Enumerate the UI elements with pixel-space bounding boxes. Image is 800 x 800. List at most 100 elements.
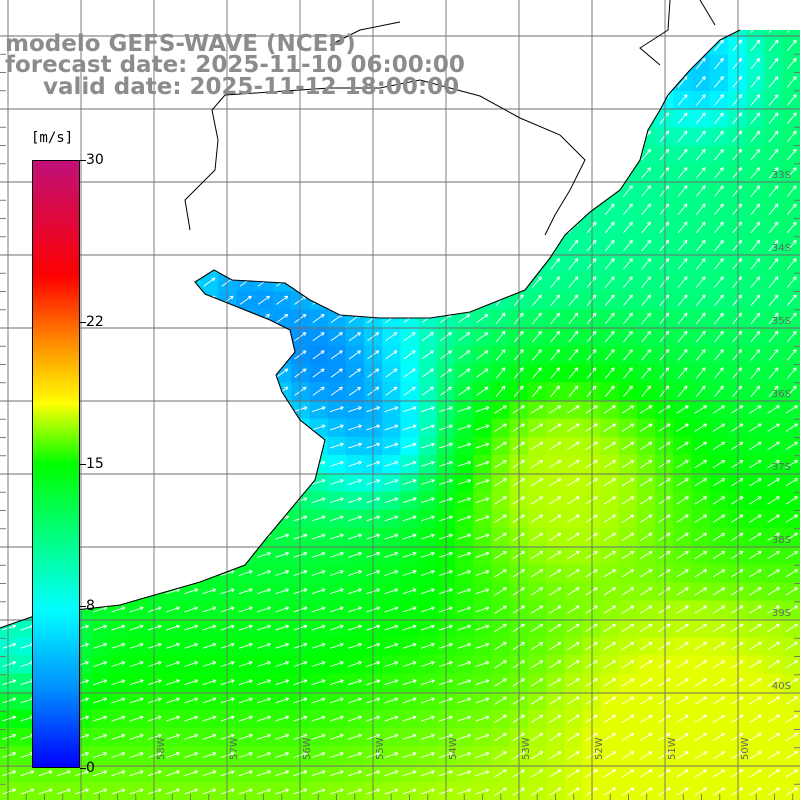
wind-arrow	[530, 787, 544, 796]
wind-arrow	[329, 588, 344, 595]
wind-arrow	[238, 642, 253, 649]
wind-arrow	[604, 330, 615, 343]
wind-arrow	[567, 623, 580, 632]
wind-arrow	[623, 221, 633, 234]
wind-arrow	[329, 697, 344, 704]
wind-arrow	[329, 661, 344, 667]
wind-arrow	[348, 442, 362, 449]
wind-arrow	[676, 496, 689, 505]
wind-arrow	[586, 367, 597, 379]
wind-arrow	[385, 368, 398, 378]
wind-arrow	[457, 515, 472, 522]
wind-arrow	[457, 406, 472, 413]
border-line	[184, 0, 716, 236]
wind-arrow	[641, 167, 652, 179]
wind-arrow	[494, 623, 507, 632]
colorbar-tick-label: 30	[86, 152, 104, 168]
wind-arrow	[750, 221, 761, 234]
wind-arrow	[475, 606, 490, 613]
wind-arrow	[421, 350, 434, 360]
wind-arrow	[786, 130, 797, 143]
wind-arrow	[420, 533, 435, 540]
wind-arrow	[548, 405, 562, 414]
wind-arrow	[202, 788, 217, 795]
wind-arrow	[476, 386, 489, 396]
wind-arrow	[348, 515, 362, 522]
wind-arrow	[695, 112, 706, 124]
wind-arrow	[768, 349, 779, 361]
wind-arrow	[238, 661, 253, 667]
wind-arrow	[641, 276, 652, 288]
wind-arrow	[714, 185, 724, 197]
wind-arrow	[147, 606, 162, 613]
wind-arrow	[621, 660, 635, 669]
wind-arrow	[20, 788, 35, 795]
wind-arrow	[494, 587, 507, 596]
wind-arrow	[785, 569, 798, 578]
wind-arrow	[166, 606, 180, 613]
wind-arrow	[457, 479, 472, 485]
wind-arrow	[329, 442, 344, 449]
wind-arrow	[712, 514, 726, 523]
wind-arrow	[676, 405, 689, 414]
wind-arrow	[658, 478, 671, 487]
wind-arrow	[639, 714, 653, 723]
wind-arrow	[475, 661, 490, 667]
wind-arrow	[604, 312, 615, 325]
wind-arrow	[750, 30, 761, 33]
wind-arrow	[767, 696, 780, 705]
wind-arrow	[750, 39, 761, 52]
wind-arrow	[730, 478, 744, 487]
model-title: modelo GEFS-WAVE (NCEP)	[5, 31, 356, 57]
wind-arrow	[767, 459, 780, 469]
wind-arrow	[203, 277, 216, 287]
wind-arrow	[767, 514, 780, 523]
wind-arrow	[129, 624, 144, 631]
wind-arrow	[257, 295, 271, 305]
wind-arrow	[786, 349, 797, 361]
wind-arrow	[714, 221, 724, 234]
wind-arrow	[548, 550, 562, 560]
wind-arrow	[585, 696, 598, 705]
wind-arrow	[677, 294, 688, 306]
wind-arrow	[184, 624, 199, 631]
wind-arrow	[732, 39, 743, 52]
wind-arrow	[567, 587, 580, 596]
wind-arrow	[730, 751, 744, 760]
longitude-label: 52W	[594, 737, 605, 760]
wind-arrow	[658, 441, 671, 450]
wind-arrow	[548, 459, 562, 469]
wind-arrow	[275, 551, 290, 558]
wind-arrow	[750, 294, 761, 306]
wind-arrow	[475, 479, 490, 485]
wind-arrow	[695, 221, 706, 234]
wind-arrow	[129, 697, 144, 704]
wind-arrow	[694, 751, 707, 760]
wind-arrow	[785, 714, 798, 723]
wind-arrow	[384, 406, 399, 413]
longitude-label: 53W	[521, 737, 532, 760]
wind-arrow	[732, 185, 743, 197]
wind-arrow	[93, 679, 108, 686]
wind-arrow	[275, 788, 290, 795]
wind-arrow	[275, 697, 290, 704]
wind-arrow	[402, 752, 417, 758]
wind-arrow	[658, 569, 671, 578]
wind-arrow	[676, 787, 689, 796]
wind-arrow	[311, 479, 326, 485]
wind-arrow	[676, 696, 689, 705]
wind-arrow	[348, 715, 362, 722]
wind-arrow	[184, 715, 199, 722]
wind-arrow	[494, 441, 507, 450]
wind-arrow	[604, 385, 615, 397]
wind-arrow	[695, 349, 706, 361]
wind-arrow	[184, 770, 199, 777]
wind-arrow	[147, 788, 162, 795]
wind-arrow	[530, 696, 544, 705]
wind-arrow	[238, 752, 253, 758]
wind-arrow	[658, 514, 671, 523]
wind-arrow	[621, 641, 635, 651]
wind-arrow	[567, 769, 580, 778]
wind-arrow	[677, 76, 688, 88]
